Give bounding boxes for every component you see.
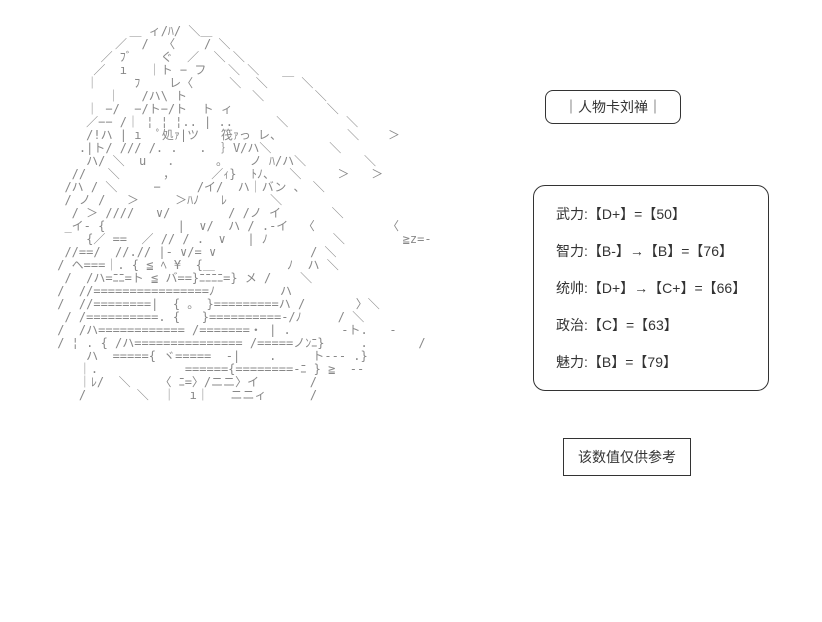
character-card-title: ｜人物卡刘禅｜ xyxy=(545,90,681,124)
stat-row-tongshuai: 统帅:【D+】→【C+】=【66】 xyxy=(556,278,746,298)
stat-row-meili: 魅力:【B】=【79】 xyxy=(556,352,746,372)
stats-card: 武力:【D+】=【50】 智力:【B-】→【B】=【76】 统帅:【D+】→【C… xyxy=(533,185,769,391)
stat-row-zhengzhi: 政治:【C】=【63】 xyxy=(556,315,746,335)
stat-row-wuli: 武力:【D+】=【50】 xyxy=(556,204,746,224)
note-card: 该数值仅供参考 xyxy=(563,438,691,476)
stat-row-zhili: 智力:【B-】→【B】=【76】 xyxy=(556,241,746,261)
title-text: ｜人物卡刘禅｜ xyxy=(564,99,662,115)
ascii-character-art: ＿ ィ/ﾊ/ ＼＿ ／ / 〈 / ＼ ／ ﾌﾞ ぐ ／ ＼ ＼ ／ ı ｜ト … xyxy=(50,25,432,402)
note-text: 该数值仅供参考 xyxy=(578,449,676,465)
